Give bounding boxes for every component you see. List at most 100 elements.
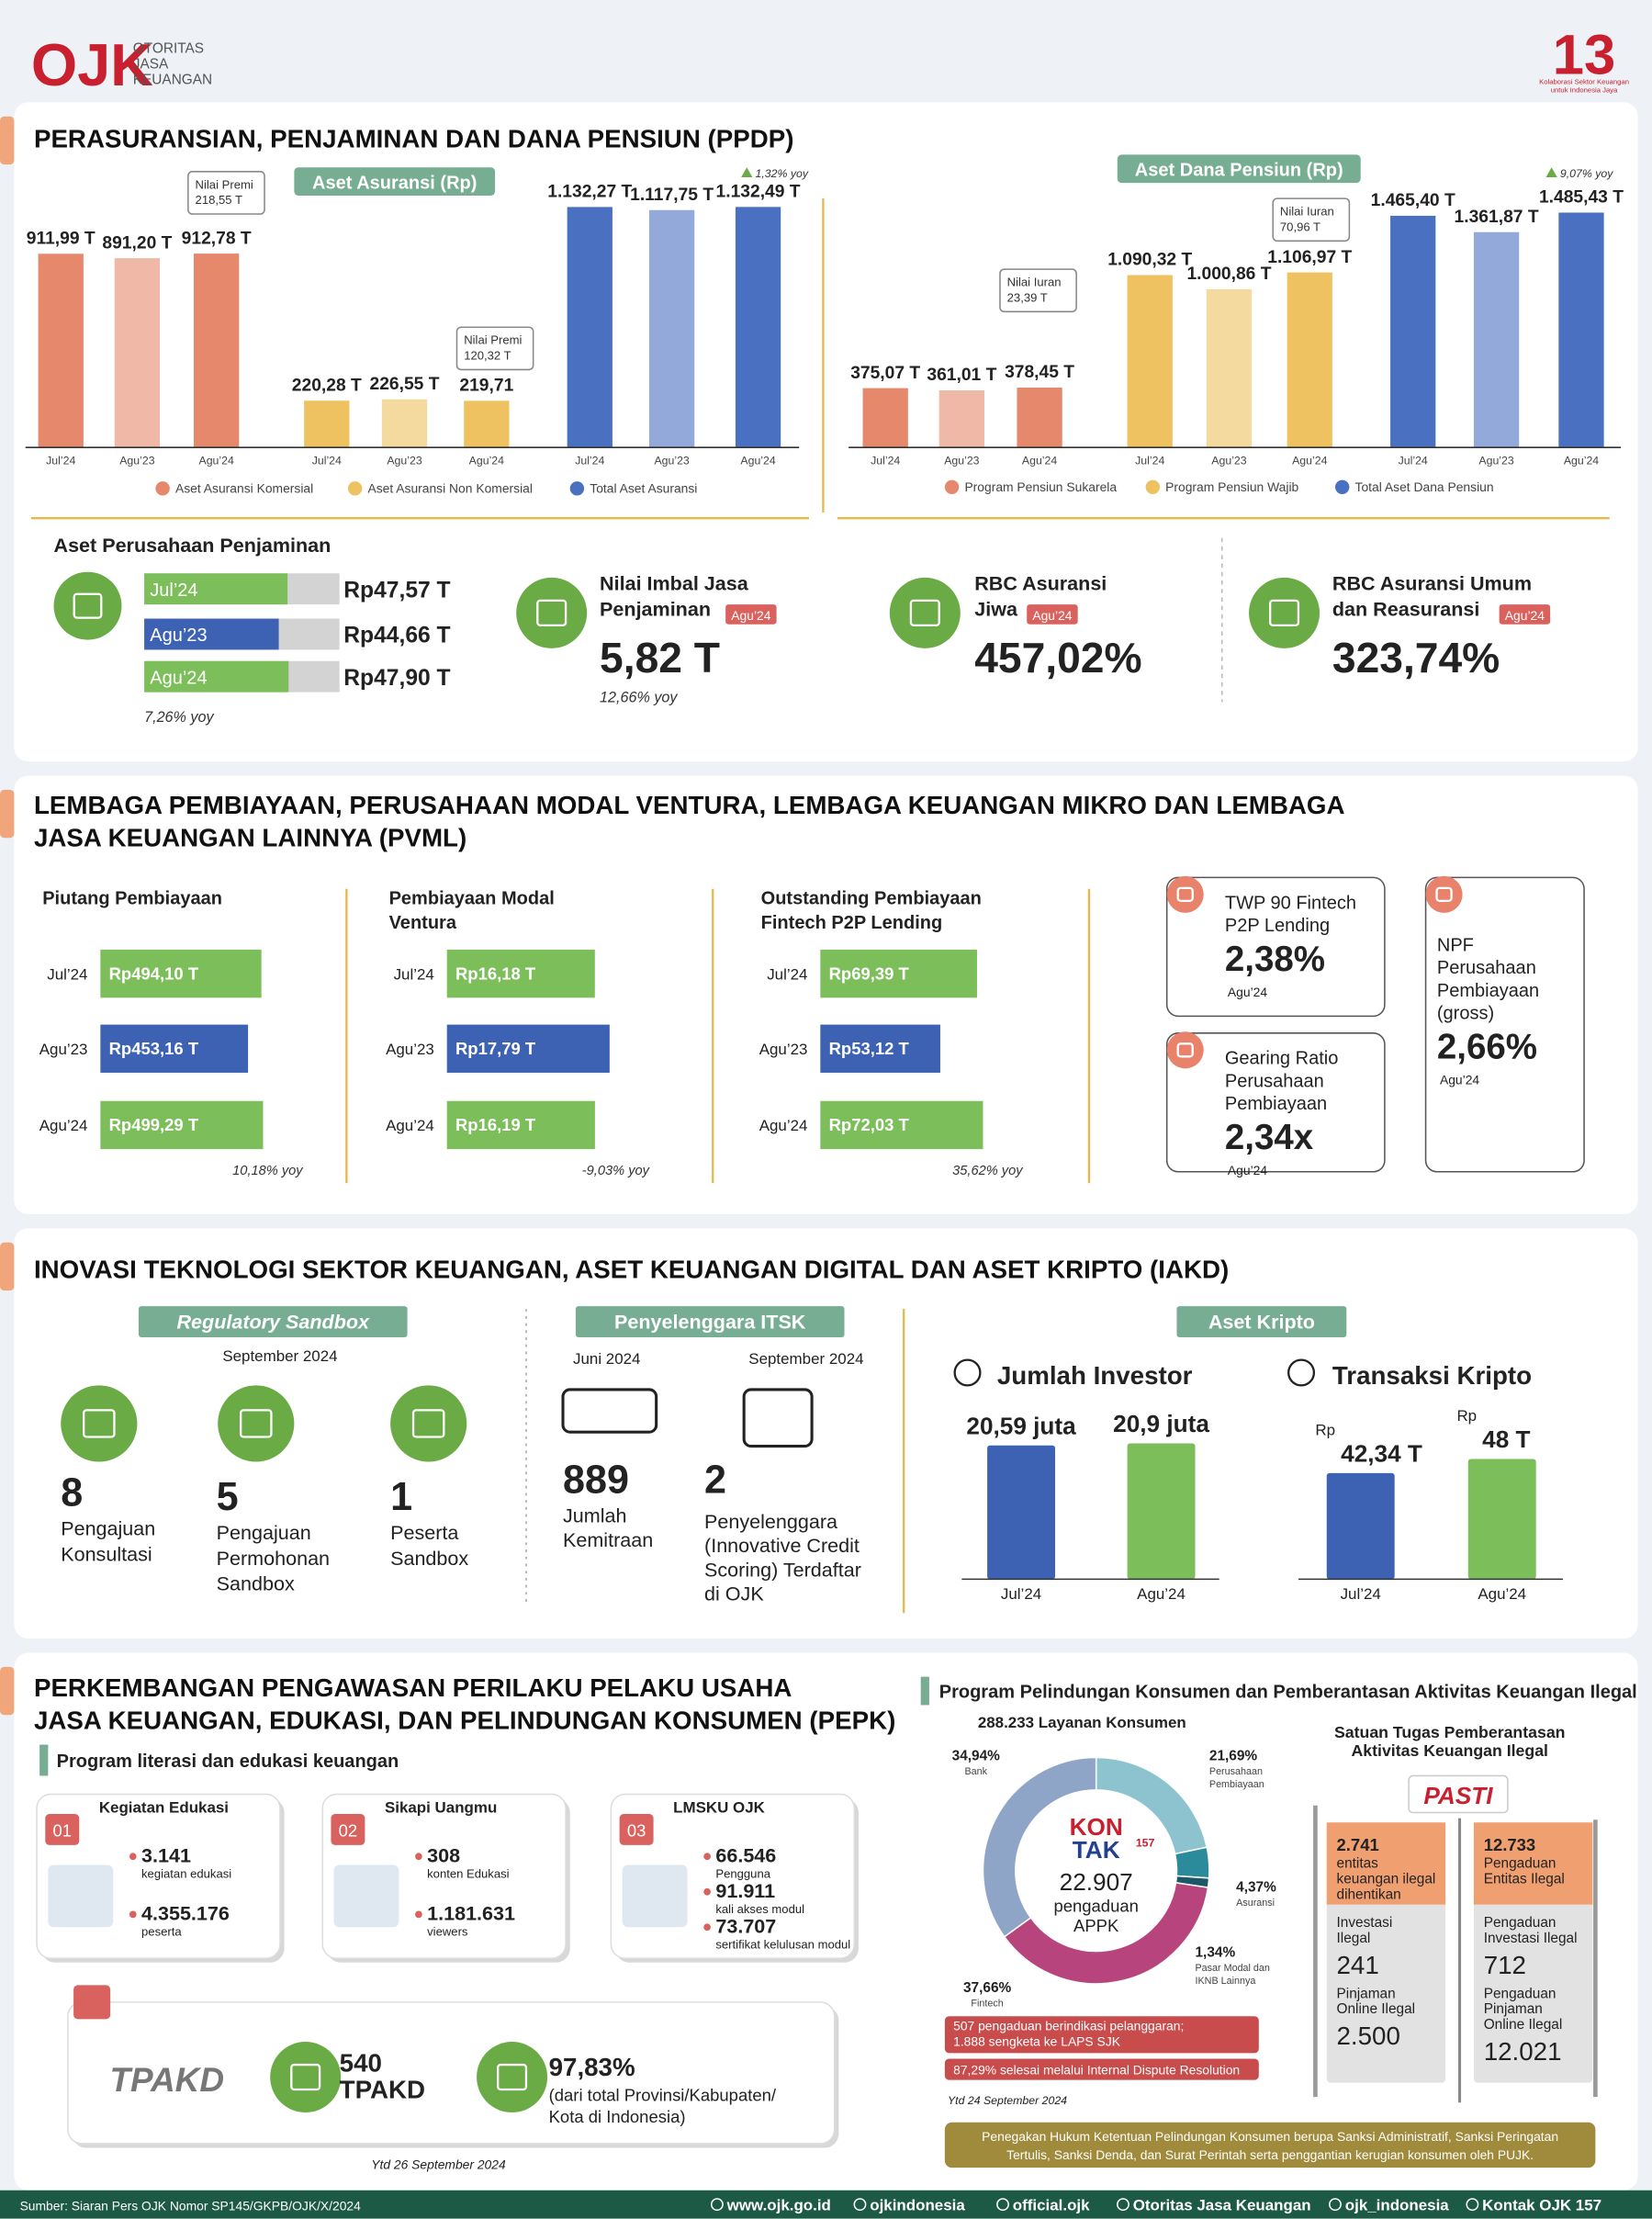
label: Agu’24 (1440, 1072, 1479, 1087)
growth-arrow (741, 167, 753, 177)
label: Pengaduan (1484, 1856, 1556, 1872)
value-label: 911,99 T (27, 230, 96, 249)
value-label: 226,55 T (370, 375, 440, 394)
bar (446, 949, 595, 998)
value-label: 1.117,75 T (630, 186, 714, 205)
label: Perusahaan (1437, 958, 1536, 978)
label: Transaksi Kripto (1332, 1361, 1532, 1390)
label: (Innovative Credit (704, 1534, 860, 1557)
bar (100, 1100, 264, 1150)
category-label: Agu’24 (198, 455, 233, 467)
illustration (622, 1864, 688, 1928)
bar (144, 660, 289, 693)
icon-circle (270, 2042, 342, 2113)
bar (820, 1100, 983, 1150)
icon-circle (953, 1358, 982, 1387)
label: 10,18% yoy (232, 1164, 304, 1178)
label: viewers (427, 1925, 468, 1939)
label: PERASURANSIAN, PENJAMINAN DAN DANA PENSI… (34, 125, 794, 153)
value-label: 1.361,87 T (1455, 208, 1539, 227)
category-label: Agu’23 (387, 455, 421, 467)
category-label: Jul’24 (1001, 1585, 1041, 1603)
label: untuk Indonesia Jaya (1551, 86, 1618, 95)
accent (920, 1676, 929, 1706)
label: 1.181.631 (427, 1902, 515, 1925)
label: Ventura (389, 913, 457, 933)
label: RBC Asuransi Umum (1332, 572, 1532, 595)
badge (1117, 154, 1361, 184)
section-accent (0, 1666, 15, 1716)
bar (446, 1024, 610, 1073)
bullet (129, 1853, 137, 1861)
category-label: Agu’23 (759, 1041, 808, 1058)
bar (1390, 215, 1436, 448)
icon-circle (1425, 875, 1463, 913)
label: 13 (1553, 24, 1616, 87)
icon-glyph (1435, 886, 1453, 903)
label: Regulatory Sandbox (177, 1311, 371, 1334)
label: Outstanding Pembiayaan (761, 889, 982, 909)
label: 507 pengaduan berindikasi pelanggaran; (953, 2019, 1184, 2033)
value-label: 1.132,49 T (716, 183, 801, 202)
label: September 2024 (222, 1347, 337, 1365)
label: Fintech P2P Lending (761, 913, 943, 933)
label: Asuransi (1236, 1898, 1275, 1909)
label: 66.546 (715, 1843, 776, 1866)
value-label: 912,78 T (182, 229, 252, 248)
category-label: Agu’24 (150, 668, 207, 688)
label: TWP 90 Fintech (1225, 893, 1356, 913)
icon-outline (561, 1388, 658, 1434)
bar (1558, 212, 1604, 448)
label: pengaduan (1053, 1896, 1138, 1915)
number-tag (619, 1814, 654, 1845)
label: Investasi Ilegal (1484, 1931, 1578, 1946)
bullet (703, 1887, 711, 1896)
value-label: 34,94% (952, 1749, 1001, 1764)
label: Kolaborasi Sektor Keuangan (1539, 77, 1629, 85)
icon-circle (516, 577, 588, 648)
label: 4.355.176 (141, 1902, 230, 1925)
value-label: 1.106,97 T (1267, 248, 1352, 267)
label: Scoring) Terdaftar (704, 1558, 861, 1581)
link-icon (996, 2198, 1009, 2212)
label: 70,96 T (1280, 220, 1320, 234)
category-label: Agu’24 (1564, 455, 1599, 467)
label: Sikapi Uangmu (385, 1798, 497, 1816)
label: dan Reasuransi (1332, 597, 1479, 620)
label: 12.021 (1484, 2037, 1562, 2066)
label: Penyelenggara ITSK (614, 1311, 806, 1334)
label: Penjaminan (600, 597, 711, 620)
label: 73.707 (715, 1914, 776, 1937)
label: Sumber: Siaran Pers OJK Nomor SP145/GKPB… (20, 2198, 362, 2213)
category-label: Agu’23 (150, 625, 207, 646)
legend-dot (1145, 479, 1160, 494)
kpi-card (1165, 1032, 1386, 1173)
label: 323,74% (1332, 634, 1500, 681)
label: kali akses modul (715, 1902, 804, 1916)
value-label: Rp494,10 T (109, 963, 199, 983)
label: Pembiayaan (1209, 1779, 1264, 1790)
value-label: 48 T (1482, 1425, 1530, 1453)
label: 218,55 T (196, 193, 242, 207)
value-label: 42,34 T (1341, 1440, 1422, 1468)
category-label: Jul’24 (575, 455, 604, 467)
badge (138, 1306, 408, 1337)
bullet (415, 1853, 422, 1861)
label: JASA (133, 56, 169, 72)
icon-circle (477, 2042, 548, 2113)
period-badge (1499, 604, 1551, 625)
icon-glyph (909, 599, 940, 627)
donut-segment (982, 1756, 1097, 1938)
growth-arrow (1545, 167, 1557, 177)
category-label: Agu’23 (1478, 455, 1513, 467)
icon-circle (218, 1385, 295, 1462)
label: 120,32 T (464, 349, 511, 363)
category-label: Jul’24 (1399, 455, 1428, 467)
value-label: 20,59 juta (966, 1412, 1076, 1439)
bar (1467, 1459, 1536, 1580)
label: Ytd 24 September 2024 (948, 2094, 1067, 2107)
label: sertifikat kelulusan modul (715, 1937, 850, 1951)
label: 01 (52, 1821, 72, 1841)
callout (1272, 197, 1351, 242)
label: Nilai Iuran (1280, 205, 1334, 219)
